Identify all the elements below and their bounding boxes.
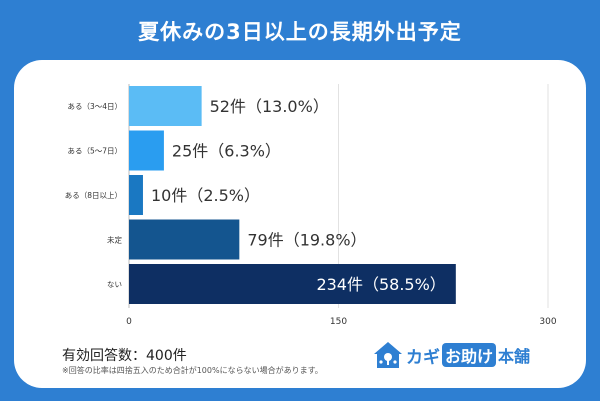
x-tick-label: 0 bbox=[126, 317, 132, 327]
logo-text-otasuke: お助け bbox=[442, 343, 497, 367]
logo-text-kagi: カギ bbox=[406, 347, 440, 368]
bar bbox=[129, 130, 164, 171]
chart-card bbox=[14, 60, 586, 388]
x-tick-label: 150 bbox=[330, 317, 347, 327]
bar bbox=[129, 264, 456, 304]
category-label: ある（5〜7日） bbox=[67, 147, 122, 156]
data-label: 234件（58.5%） bbox=[316, 275, 445, 294]
house-key-icon bbox=[374, 342, 402, 368]
data-label: 25件（6.3%） bbox=[172, 142, 281, 161]
bar bbox=[129, 219, 240, 260]
bar bbox=[129, 175, 143, 215]
x-tick-label: 300 bbox=[539, 317, 556, 327]
logo-text-honpo: 本舗 bbox=[498, 347, 531, 366]
category-label: 未定 bbox=[107, 235, 122, 245]
response-count: 有効回答数：400件 bbox=[62, 348, 187, 364]
bar bbox=[129, 86, 202, 126]
data-label: 10件（2.5%） bbox=[151, 186, 260, 205]
data-label: 52件（13.0%） bbox=[210, 97, 329, 116]
category-label: ある（8日以上） bbox=[65, 191, 122, 200]
brand-logo: カギ お助け 本舗 bbox=[372, 340, 530, 370]
footnote: ※回答の比率は四捨五入のため合計が100%にならない場合があります。 bbox=[62, 366, 323, 375]
category-label: ない bbox=[107, 280, 122, 289]
data-label: 79件（19.8%） bbox=[247, 231, 366, 250]
chart-title: 夏休みの3日以上の長期外出予定 bbox=[138, 20, 462, 44]
category-label: ある（3〜4日） bbox=[67, 102, 122, 111]
